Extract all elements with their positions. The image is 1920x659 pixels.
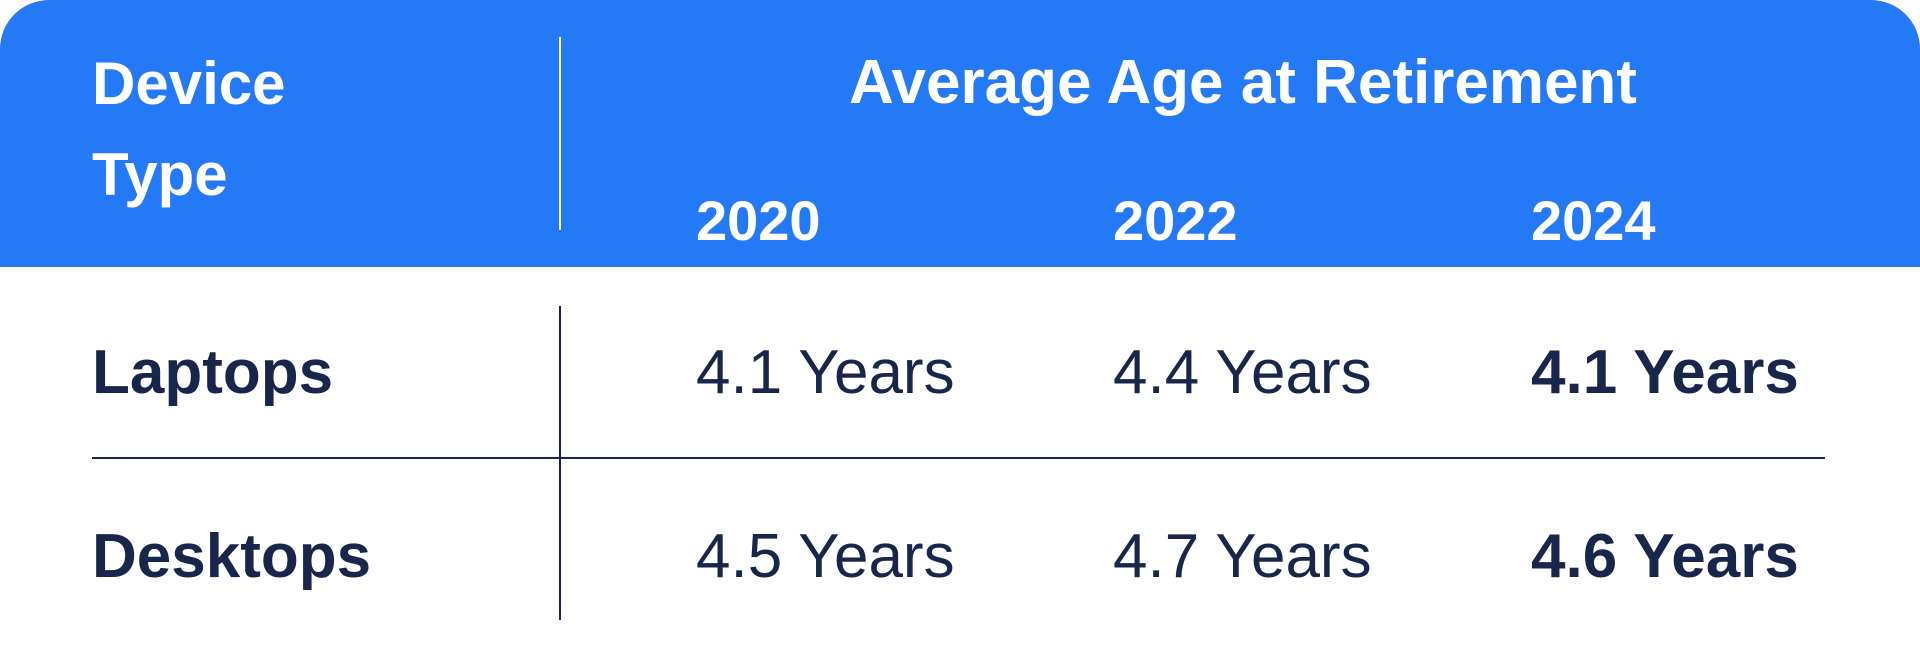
cell: 4.1 Years	[1531, 338, 1799, 407]
group-header: Average Age at Retirement	[849, 48, 1637, 117]
year-header: 2024	[1531, 189, 1656, 252]
row-label: Desktops	[92, 522, 372, 591]
header-divider	[559, 37, 561, 230]
cell: 4.5 Years	[696, 522, 955, 591]
row-divider	[92, 457, 1825, 459]
cell: 4.7 Years	[1113, 522, 1372, 591]
year-header: 2020	[696, 189, 821, 252]
cell: 4.6 Years	[1531, 522, 1799, 591]
row-label: Laptops	[92, 338, 334, 407]
column-header: Type	[92, 141, 228, 208]
cell: 4.4 Years	[1113, 338, 1372, 407]
year-header: 2022	[1113, 189, 1238, 252]
column-divider	[559, 306, 561, 620]
column-header: Device	[92, 50, 286, 117]
cell: 4.1 Years	[696, 338, 955, 407]
header-band	[0, 0, 1920, 267]
